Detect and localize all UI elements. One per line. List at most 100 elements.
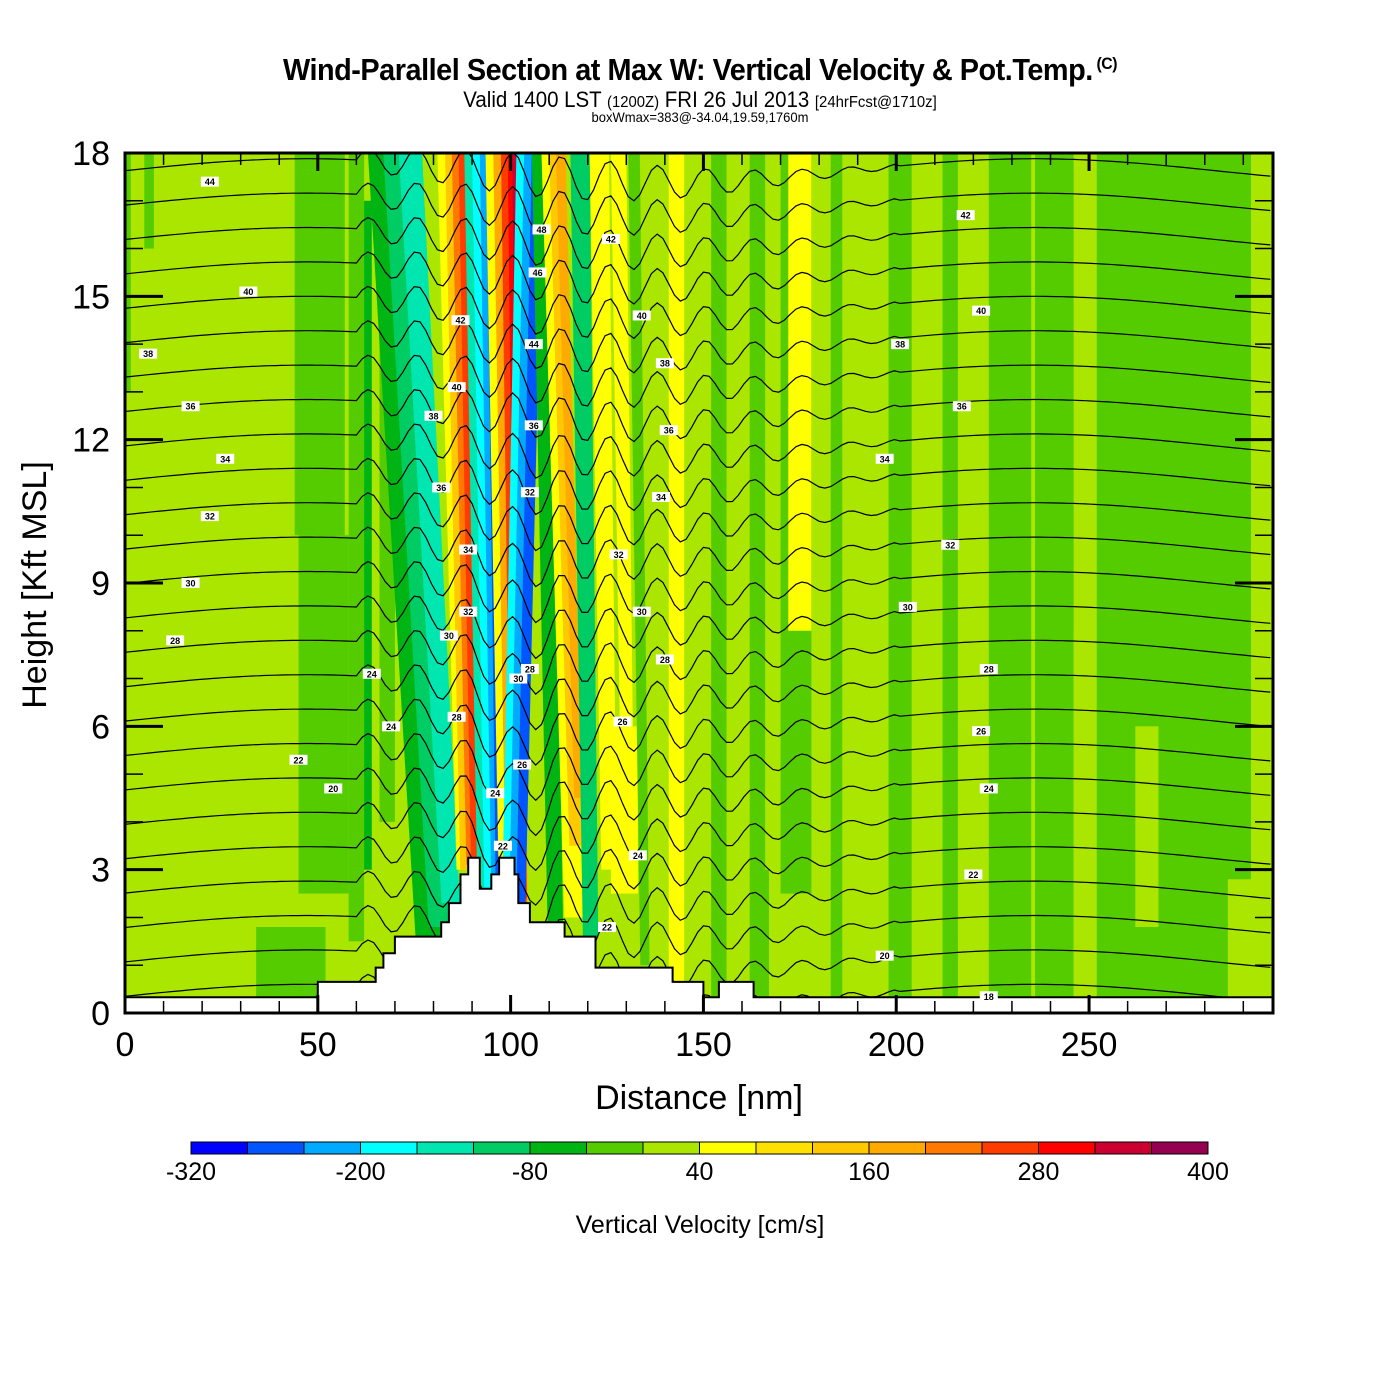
velocity-band: [610, 153, 635, 894]
colorbar-swatch: [1151, 1141, 1209, 1155]
isentrope-label-text: 36: [436, 483, 446, 493]
y-axis-label: Height [Kft MSL]: [16, 461, 54, 709]
isentrope-label: 32: [459, 606, 478, 617]
isentrope-label-bg: [956, 210, 975, 221]
colorbar-tick-label: 160: [848, 1158, 890, 1186]
isentrope-label-text: 22: [602, 923, 612, 933]
isentrope-label: 22: [493, 840, 512, 851]
isentrope-label: 30: [632, 606, 651, 617]
isentrope-label-bg: [459, 606, 478, 617]
isentrope-label-bg: [382, 721, 401, 732]
colorbar-tick-label: 40: [686, 1158, 714, 1186]
isentrope-label-text: 28: [452, 712, 462, 722]
isentrope-label-text: 44: [205, 177, 215, 187]
isentrope-label-bg: [532, 224, 551, 235]
isentrope-line: [125, 285, 1271, 340]
velocity-stripe: [1227, 879, 1252, 999]
isentrope-label-bg: [486, 788, 505, 799]
isentrope-line: [125, 457, 1271, 516]
isentrope-label: 22: [289, 754, 308, 765]
forecast-info: [24hrFcst@1710z]: [814, 94, 937, 111]
chart-subtitle: Valid 1400 LST (1200Z) FRI 26 Jul 2013 […: [49, 87, 1351, 113]
isentrope-label-bg: [166, 635, 185, 646]
isentrope-label: 46: [528, 267, 547, 278]
isentrope-label-bg: [459, 544, 478, 555]
y-tick-label: 0: [91, 995, 110, 1033]
velocity-stripe: [348, 153, 365, 942]
velocity-stripe: [125, 153, 131, 392]
colorbar-tick-label: 400: [1187, 1158, 1229, 1186]
isentrope-label-text: 32: [945, 540, 955, 550]
isentrope-label-bg: [181, 578, 200, 588]
isentrope-label-text: 22: [968, 870, 978, 880]
isentrope-label-bg: [520, 487, 539, 498]
x-axis-label: Distance [nm]: [595, 1079, 803, 1117]
terrain: [125, 856, 1273, 1013]
isentrope-label-text: 36: [529, 421, 539, 431]
isentrope-label: 36: [181, 401, 200, 412]
isentrope-label-text: 28: [660, 655, 670, 665]
colorbar-swatch: [868, 1141, 926, 1155]
isentrope-label-text: 34: [220, 454, 230, 464]
isentrope-label: 24: [486, 788, 505, 799]
isentrope-label-bg: [216, 453, 235, 464]
velocity-stripe: [317, 153, 338, 822]
isentrope-label: 28: [655, 654, 674, 665]
isentrope-line: [125, 526, 1271, 588]
isentrope-label-text: 20: [328, 784, 338, 794]
isentrope-label-text: 38: [143, 349, 153, 359]
isentrope-label-bg: [524, 420, 543, 431]
valid-time: Valid 1400 LST: [463, 87, 602, 112]
isentrope-label-text: 24: [984, 784, 994, 794]
colorbar-tick-label: -200: [335, 1158, 385, 1186]
isentrope-label-text: 42: [961, 211, 971, 221]
isentrope-label: 22: [598, 922, 617, 933]
velocity-stripe: [1035, 153, 1074, 999]
isentrope-label-text: 48: [536, 225, 546, 235]
isentrope-line: [125, 560, 1271, 624]
isentrope-label: 28: [447, 711, 466, 722]
isentrope-label-bg: [239, 286, 258, 297]
isentrope-label: 42: [601, 234, 620, 245]
isentrope-label: 20: [875, 950, 894, 961]
isentrope-label-text: 34: [463, 545, 473, 555]
max-w-info: boxWmax=383@-34.04,19.59,1760m: [591, 109, 809, 125]
colorbar-swatch: [925, 1141, 983, 1155]
isentrope-label-text: 46: [533, 268, 543, 278]
isentrope-label: 38: [139, 348, 158, 359]
velocity-stripe: [888, 153, 912, 999]
isentrope-label-text: 42: [455, 316, 465, 326]
x-tick-label: 200: [868, 1026, 925, 1064]
isentrope-label-bg: [493, 840, 512, 851]
isentrope-label: 36: [952, 401, 971, 412]
isentrope-label: 30: [439, 630, 458, 641]
isentrope-label: 42: [451, 315, 470, 326]
velocity-stripe: [811, 153, 831, 999]
isentrope-label-text: 28: [525, 665, 535, 675]
isentrope-label: 42: [956, 210, 975, 221]
x-tick-label: 250: [1061, 1026, 1118, 1064]
isentrope-line: [125, 354, 1271, 408]
isentrope-line: [125, 732, 1271, 802]
isentrope-label-text: 20: [880, 951, 890, 961]
isentrope-line: [125, 801, 1271, 872]
velocity-stripe: [942, 153, 958, 999]
isentrope-label-bg: [972, 305, 991, 316]
colorbar-swatch: [699, 1141, 757, 1155]
colorbar-swatch: [755, 1141, 813, 1155]
isentrope-label-text: 38: [428, 411, 438, 421]
isentrope-label-text: 40: [637, 311, 647, 321]
y-tick-label: 3: [91, 852, 110, 890]
isentrope-label-bg: [447, 382, 466, 393]
velocity-stripe: [1096, 153, 1252, 999]
velocity-stripe: [957, 153, 989, 942]
isentrope-label-bg: [891, 339, 910, 350]
isentrope-label: 38: [655, 358, 674, 369]
isentrope-label: 28: [166, 635, 185, 646]
isentrope-label: 32: [520, 487, 539, 498]
velocity-stripe: [711, 153, 727, 999]
isentrope-label-bg: [979, 664, 998, 674]
colorbar-swatch: [473, 1141, 531, 1155]
plot-frame: [123, 151, 1275, 1015]
